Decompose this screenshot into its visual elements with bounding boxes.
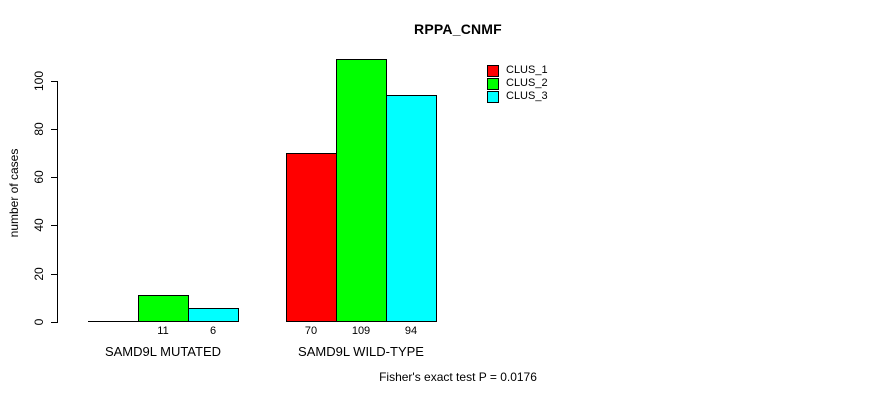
- y-tick: [51, 274, 57, 275]
- chart-title: RPPA_CNMF: [414, 21, 502, 37]
- annotation-text: Fisher's exact test P = 0.0176: [379, 370, 537, 384]
- legend-row: CLUS_2: [487, 77, 548, 90]
- legend-row: CLUS_1: [487, 64, 548, 77]
- legend-label: CLUS_2: [506, 77, 548, 89]
- y-tick-label: 80: [32, 122, 46, 136]
- bar: [286, 153, 337, 322]
- y-tick: [51, 322, 57, 323]
- category-label: SAMD9L WILD-TYPE: [298, 344, 424, 359]
- y-tick-label: 0: [32, 318, 46, 326]
- legend-label: CLUS_1: [506, 64, 548, 76]
- legend-swatch: [487, 90, 499, 103]
- bar-value-label: 11: [157, 325, 169, 337]
- y-tick-label: 100: [32, 70, 46, 92]
- legend-swatch: [487, 77, 499, 90]
- bar: [88, 321, 139, 322]
- y-tick-label: 40: [32, 218, 46, 232]
- bar-value-label: 70: [304, 325, 318, 337]
- y-tick: [51, 177, 57, 178]
- legend-label: CLUS_3: [506, 90, 548, 102]
- y-tick: [51, 81, 57, 82]
- y-tick: [51, 225, 57, 226]
- legend-swatch: [487, 64, 499, 77]
- y-axis-line: [57, 81, 58, 323]
- legend: CLUS_1 CLUS_2 CLUS_3: [487, 64, 548, 103]
- y-tick-label: 20: [32, 267, 46, 281]
- y-tick: [51, 129, 57, 130]
- legend-row: CLUS_3: [487, 90, 548, 103]
- bar-value-label: 6: [209, 325, 217, 337]
- bar-value-label: 94: [404, 325, 418, 337]
- bar-value-label: 109: [351, 325, 371, 337]
- bar: [386, 95, 437, 322]
- bar: [188, 308, 239, 322]
- bar: [336, 59, 387, 322]
- category-label: SAMD9L MUTATED: [104, 344, 222, 359]
- bar: [138, 295, 189, 322]
- y-tick-label: 60: [32, 170, 46, 184]
